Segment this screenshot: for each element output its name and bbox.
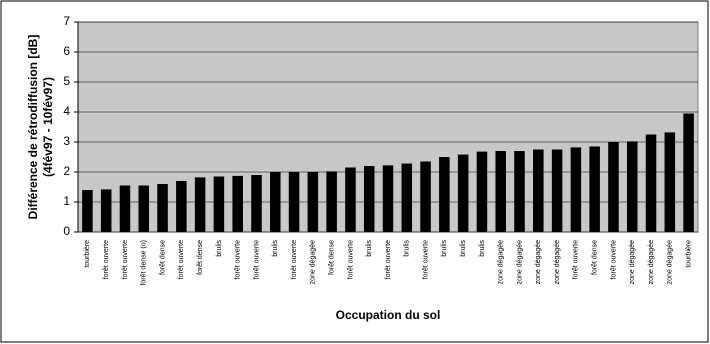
bar (82, 190, 93, 232)
x-tick-label: forêt dense (197, 240, 204, 275)
bar (683, 113, 694, 232)
x-tick-label: forêt ouverte (291, 240, 298, 279)
y-tick-label: 4 (63, 104, 70, 118)
bar (176, 181, 187, 232)
x-tick-label: forêt dense (159, 240, 166, 275)
bar (307, 172, 319, 232)
bar (457, 154, 469, 232)
y-tick-label: 2 (63, 164, 70, 178)
x-tick-label: forêt ouverte (385, 240, 392, 279)
x-tick-label: zone dégagée (535, 240, 542, 284)
y-tick-label: 7 (63, 14, 70, 28)
x-tick-label: zone dégagée (648, 240, 655, 284)
y-tick-label: 6 (63, 44, 70, 58)
x-tick-label: brulis (460, 240, 467, 257)
x-tick-label: forêt ouverte (253, 240, 260, 279)
bar (138, 185, 150, 232)
bar (495, 151, 506, 232)
bar (157, 184, 168, 232)
bar (608, 142, 619, 232)
y-axis-title: (4fév97 - 10fév97) (41, 77, 55, 177)
x-tick-label: tourbière (685, 240, 692, 268)
bar (401, 163, 413, 232)
bar (626, 141, 638, 232)
bar (551, 149, 563, 232)
x-tick-label: brulis (441, 240, 448, 257)
x-tick-label: brulis (479, 240, 486, 257)
x-tick-label: forêt ouverte (610, 240, 617, 279)
bar (589, 146, 600, 232)
bar (439, 157, 450, 232)
x-tick-label: tourbière (84, 240, 91, 268)
x-tick-label: forêt ouverte (122, 240, 129, 279)
x-tick-label: brulis (366, 240, 373, 257)
y-tick-label: 0 (63, 224, 70, 238)
x-tick-label: brulis (404, 240, 411, 257)
bar (100, 189, 112, 232)
x-tick-label: forêt ouverte (422, 240, 429, 279)
bar (382, 165, 394, 232)
x-tick-label: forêt ouverte (573, 240, 580, 279)
y-tick-label: 5 (63, 74, 70, 88)
x-axis-title: Occupation du sol (336, 308, 441, 322)
x-tick-label: forêt ouverte (103, 240, 110, 279)
bar (119, 185, 131, 232)
bar (251, 175, 262, 232)
x-tick-label: forêt ouverte (178, 240, 185, 279)
y-tick-label: 1 (63, 194, 70, 208)
bar (664, 132, 676, 232)
bar (363, 166, 375, 232)
bar (420, 161, 431, 232)
x-tick-label: zone dégagée (498, 240, 505, 284)
x-tick-label: zone dégagée (629, 240, 636, 284)
bar (213, 176, 225, 232)
x-tick-label: forêt ouverte (235, 240, 242, 279)
bar (476, 151, 488, 232)
x-tick-label: forêt ouverte (347, 240, 354, 279)
bar (194, 177, 206, 232)
bar (345, 167, 356, 232)
y-tick-label: 3 (63, 134, 70, 148)
bar (232, 175, 243, 232)
y-axis-title: Différence de rétrodiffusion [dB] (26, 35, 40, 220)
bar (533, 149, 544, 232)
x-tick-label: brulis (216, 240, 223, 257)
x-tick-label: forêt dense (328, 240, 335, 275)
x-tick-label: forêt dense (592, 240, 599, 275)
x-tick-label: zone dégagée (310, 240, 317, 284)
bar (514, 151, 525, 232)
bar (645, 134, 657, 232)
bar (288, 172, 300, 232)
x-tick-label: zone dégagée (667, 240, 674, 284)
x-tick-label: zone dégagée (516, 240, 523, 284)
x-tick-label: zone dégagée (554, 240, 561, 284)
bar (270, 172, 281, 232)
bar (326, 171, 337, 232)
bar (570, 147, 582, 232)
x-tick-label: brulis (272, 240, 279, 257)
x-tick-label: forêt dense (o) (141, 240, 148, 286)
